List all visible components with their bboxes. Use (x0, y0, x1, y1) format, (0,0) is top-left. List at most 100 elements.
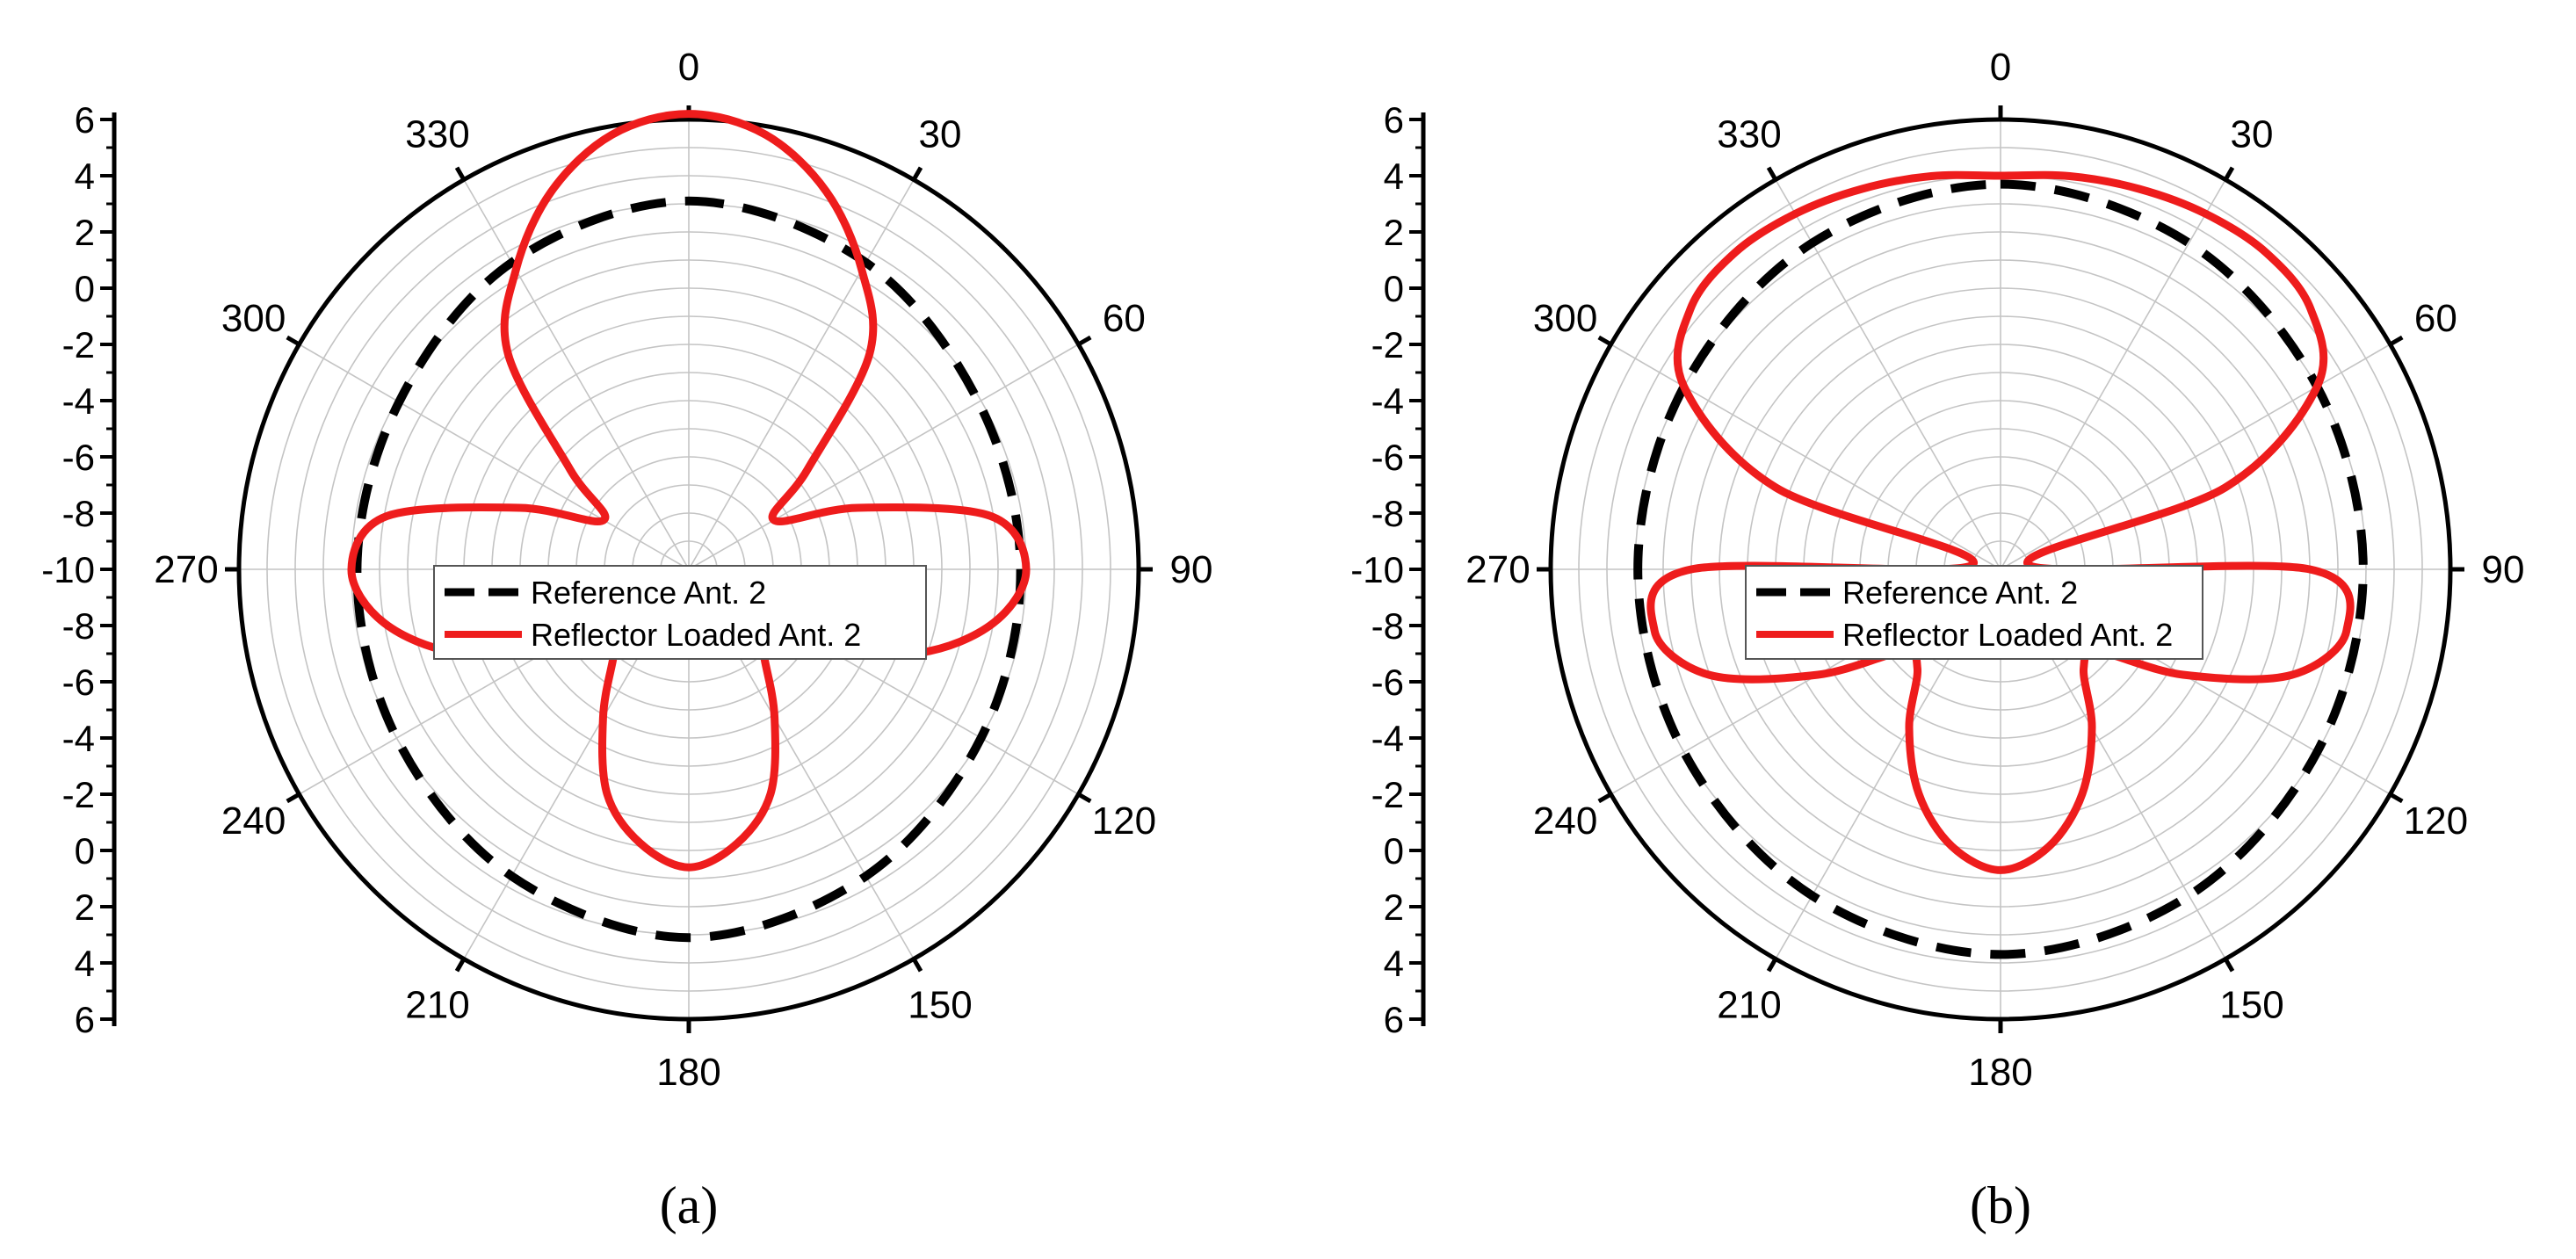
panel-caption: (a) (660, 1176, 719, 1234)
radial-tick-label: 4 (1384, 943, 1404, 984)
angle-tick-label: 120 (1092, 800, 1156, 843)
angle-tick-mark (1597, 335, 1612, 347)
angle-tick-label: 330 (1717, 113, 1781, 156)
grid-spoke (688, 179, 915, 570)
chart-panel-b: 0 30 60 90 120 150 180 210 2 4 0 270 300 330 6 4 2 0 -2 -4 -… (1350, 46, 2524, 1234)
radial-tick-label: 0 (1384, 268, 1404, 309)
radial-axis: 6 4 2 0 -2 -4 -6 -8 -10 -8 -6 -4 -2 0 2 4 6 (41, 99, 117, 1040)
angle-tick-label: 300 (221, 297, 286, 340)
grid-spoke (463, 179, 690, 570)
angle-tick-mark (2389, 792, 2404, 804)
radial-tick-label: -10 (1350, 549, 1404, 590)
angle-tick-label: 210 (405, 983, 469, 1026)
radial-tick-label: -6 (62, 662, 95, 703)
angle-tick-label: 270 (154, 548, 218, 591)
angle-tick-label: 30 (919, 113, 962, 156)
polar-grid (239, 119, 1139, 1019)
legend-box (433, 565, 927, 660)
angle-tick-mark (454, 958, 467, 973)
radial-tick-label: 0 (75, 830, 95, 872)
radial-tick-label: 2 (75, 212, 95, 253)
radial-tick-label: 2 (1384, 212, 1404, 253)
radial-tick-label: -2 (62, 774, 95, 815)
radial-tick-label: 6 (75, 999, 95, 1040)
radial-tick-label: 4 (1384, 156, 1404, 197)
radial-tick-label: -4 (1371, 718, 1404, 759)
angle-tick-label: 330 (405, 113, 469, 156)
angle-tick-label: 180 (1968, 1051, 2032, 1094)
radial-axis: 6 4 2 0 -2 -4 -6 -8 -10 -8 -6 -4 -2 0 2 4 6 (1350, 99, 1426, 1040)
angle-tick-mark (1597, 792, 1612, 804)
radial-tick-label: 2 (1384, 886, 1404, 928)
radial-tick-label: 0 (75, 268, 95, 309)
angle-tick-mark (454, 166, 467, 181)
series-reflector-curve (347, 110, 1031, 872)
angle-tick-mark (2223, 958, 2235, 973)
angle-tick-label: 60 (1103, 297, 1146, 340)
radial-tick-label: 4 (75, 943, 95, 984)
angle-tick-label: 0 (1990, 46, 2011, 89)
angle-tick-label: 300 (1533, 297, 1597, 340)
series-reference-curve (352, 196, 1025, 943)
chart-panel-a: 03060901201501802102402703003306420-2-4-… (41, 46, 1212, 1234)
radial-tick-label: 2 (75, 886, 95, 928)
angle-tick-mark (911, 958, 923, 973)
legend-label: Reflector Loaded Ant. 2 (1842, 617, 2173, 653)
angle-tick-label: 30 (2231, 113, 2274, 156)
angle-tick-mark (911, 166, 923, 181)
angle-tick-mark (2223, 166, 2235, 181)
angle-tick-mark (1077, 335, 1092, 347)
radial-tick-label: -2 (62, 324, 95, 365)
grid-spoke (1775, 179, 2001, 570)
radial-tick-label: -4 (1371, 380, 1404, 422)
angle-tick-label: 0 (678, 46, 699, 89)
radial-tick-label: -6 (62, 437, 95, 478)
grid-spoke (688, 344, 1079, 570)
legend-label: Reference Ant. 2 (531, 575, 766, 611)
radial-tick-label: -8 (1371, 605, 1404, 647)
grid-spoke (1610, 344, 2001, 570)
angle-tick-label: 60 (2414, 297, 2457, 340)
legend-label: Reference Ant. 2 (1842, 575, 2078, 611)
radial-tick-label: -8 (62, 493, 95, 534)
radial-tick-label: -8 (62, 605, 95, 647)
radial-tick-label: 6 (1384, 999, 1404, 1040)
angle-tick-label: 270 (1465, 548, 1530, 591)
radial-tick-label: 6 (75, 99, 95, 141)
angle-tick-mark (2389, 335, 2404, 347)
angle-tick-label: 150 (2219, 983, 2283, 1026)
angle-tick-label: 90 (2482, 548, 2525, 591)
panel-caption: (b) (1970, 1176, 2031, 1234)
radial-tick-label: -2 (1371, 324, 1404, 365)
radial-tick-label: -6 (1371, 437, 1404, 478)
angle-tick-mark (1077, 792, 1092, 804)
radial-tick-label: -8 (1371, 493, 1404, 534)
radial-tick-label: 4 (75, 156, 95, 197)
legend: Reference Ant. 2 Reflector Loaded Ant. 2 (433, 565, 927, 660)
angle-tick-mark (1766, 958, 1778, 973)
legend-label: Reflector Loaded Ant. 2 (531, 617, 861, 653)
radial-tick-label: -10 (41, 549, 95, 590)
grid-spoke (2000, 344, 2391, 570)
angle-tick-mark (286, 792, 300, 804)
radial-tick-label: -4 (62, 718, 95, 759)
radial-tick-label: -2 (1371, 774, 1404, 815)
angle-tick-label: 150 (908, 983, 972, 1026)
grid-spoke (299, 344, 690, 570)
legend-box (1745, 565, 2203, 660)
series-reflector-curve (1646, 170, 2355, 874)
radial-tick-label: -4 (62, 380, 95, 422)
radial-tick-label: -6 (1371, 662, 1404, 703)
angle-tick-label: 120 (2404, 800, 2468, 843)
radial-tick-label: 0 (1384, 830, 1404, 872)
radial-tick-label: 6 (1384, 99, 1404, 141)
angle-tick-label: 180 (656, 1051, 720, 1094)
angle-tick-mark (286, 335, 300, 347)
angle-tick-label: 210 (1717, 983, 1781, 1026)
angle-tick-mark (1766, 166, 1778, 181)
grid-spoke (2000, 179, 2226, 570)
legend: Reference Ant. 2 Reflector Loaded Ant. 2 (1745, 565, 2203, 660)
angle-tick-label: 90 (1170, 548, 1213, 591)
angle-tick-label: 240 (221, 800, 286, 843)
